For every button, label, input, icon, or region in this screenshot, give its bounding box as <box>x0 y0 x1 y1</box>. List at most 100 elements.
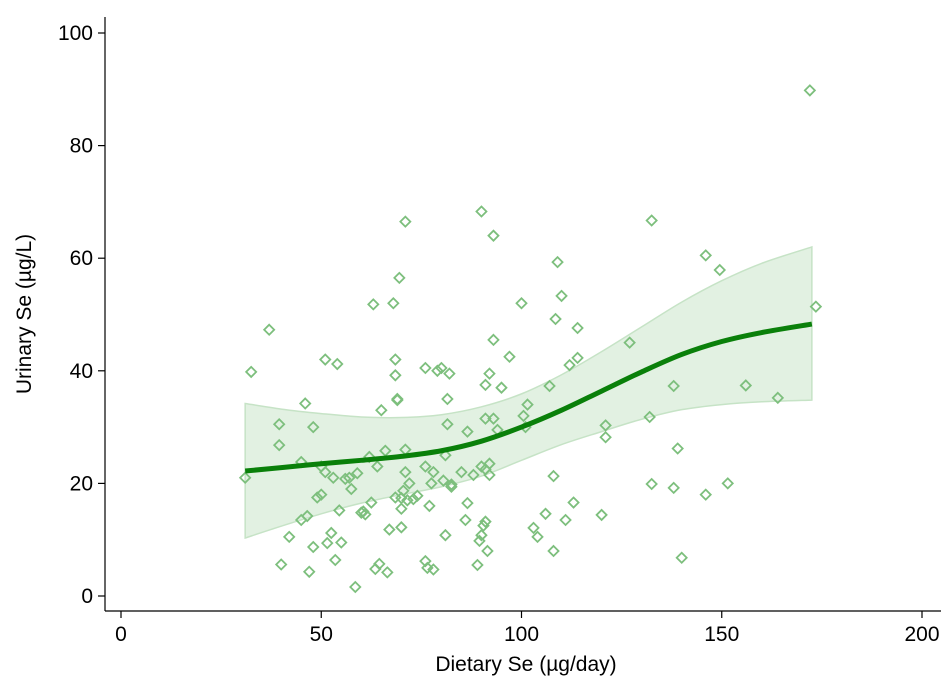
data-point <box>527 521 540 535</box>
data-point <box>326 471 340 485</box>
data-point <box>274 558 288 571</box>
data-point <box>282 530 296 544</box>
data-point <box>371 460 384 473</box>
data-point <box>475 205 488 218</box>
data-point <box>393 271 406 285</box>
data-point <box>517 409 530 423</box>
data-point <box>671 442 684 455</box>
data-point <box>314 488 328 501</box>
data-point <box>487 229 500 242</box>
data-point <box>667 379 680 393</box>
data-point <box>487 412 500 425</box>
data-point <box>771 391 785 405</box>
data-point <box>487 333 500 347</box>
data-point <box>330 357 344 371</box>
data-point <box>481 544 494 558</box>
data-point <box>339 472 352 486</box>
data-point <box>739 379 753 392</box>
data-point <box>328 553 342 567</box>
data-point <box>387 296 400 310</box>
data-point <box>310 491 324 504</box>
data-point <box>306 540 320 554</box>
data-point <box>547 544 560 558</box>
data-point <box>332 504 346 517</box>
data-point <box>365 496 378 509</box>
data-point <box>272 438 286 452</box>
data-point <box>437 474 450 487</box>
data-point <box>441 418 454 431</box>
confidence-band-layer <box>244 245 813 540</box>
data-point <box>411 489 424 503</box>
data-point <box>395 502 408 516</box>
data-point <box>483 457 496 470</box>
data-point <box>543 379 556 393</box>
data-point <box>407 492 420 506</box>
data-point <box>300 509 314 523</box>
data-point <box>375 403 388 417</box>
data-point <box>359 508 372 521</box>
data-point <box>479 515 492 528</box>
data-point <box>479 412 492 425</box>
data-point <box>643 410 656 424</box>
data-point <box>425 477 438 490</box>
data-point <box>559 513 572 527</box>
data-point <box>351 466 364 480</box>
data-point <box>483 468 496 482</box>
data-point <box>503 350 516 363</box>
data-point <box>441 392 454 406</box>
data-point <box>713 263 727 277</box>
data-point <box>435 361 448 375</box>
data-point <box>419 460 432 473</box>
data-point <box>391 393 404 407</box>
data-point <box>623 336 636 349</box>
data-point <box>389 353 402 366</box>
data-point <box>475 528 488 542</box>
data-point <box>471 558 484 572</box>
x-tick-label: 150 <box>704 623 739 646</box>
data-point <box>395 521 408 534</box>
data-point <box>479 378 492 392</box>
data-point <box>383 523 396 536</box>
data-point <box>531 530 544 544</box>
data-point <box>675 551 688 564</box>
y-axis-title: Urinary Se (µg/L) <box>13 234 36 394</box>
data-point <box>445 480 458 494</box>
data-point <box>343 471 356 485</box>
data-point <box>455 465 468 479</box>
data-point <box>467 468 480 482</box>
data-point <box>298 397 312 410</box>
fit-line-layer <box>244 321 813 474</box>
fit-line <box>244 321 813 474</box>
data-point <box>399 215 412 228</box>
x-tick-label: 200 <box>904 623 939 646</box>
data-point <box>306 420 320 434</box>
data-point <box>803 84 817 97</box>
y-tick-label: 100 <box>58 22 93 45</box>
data-point <box>555 289 568 303</box>
confidence-band <box>244 245 813 540</box>
data-point <box>345 482 358 496</box>
data-point <box>399 465 412 479</box>
data-point <box>439 528 452 542</box>
data-point <box>244 365 258 379</box>
x-tick-label: 100 <box>504 623 539 646</box>
data-point <box>349 580 362 594</box>
data-point <box>477 519 490 532</box>
data-point <box>262 323 276 336</box>
data-point <box>302 565 316 579</box>
data-point <box>443 367 456 380</box>
data-point <box>521 398 534 411</box>
data-point <box>318 353 332 366</box>
y-tick-label: 20 <box>70 472 93 495</box>
x-tick-label: 0 <box>115 623 127 646</box>
data-point <box>439 448 452 462</box>
data-point <box>403 477 416 490</box>
data-point <box>445 478 458 491</box>
data-point <box>547 469 560 483</box>
data-point <box>324 526 338 540</box>
data-point <box>431 364 444 378</box>
data-point <box>571 321 584 335</box>
data-point <box>419 361 432 375</box>
data-point <box>567 496 580 509</box>
